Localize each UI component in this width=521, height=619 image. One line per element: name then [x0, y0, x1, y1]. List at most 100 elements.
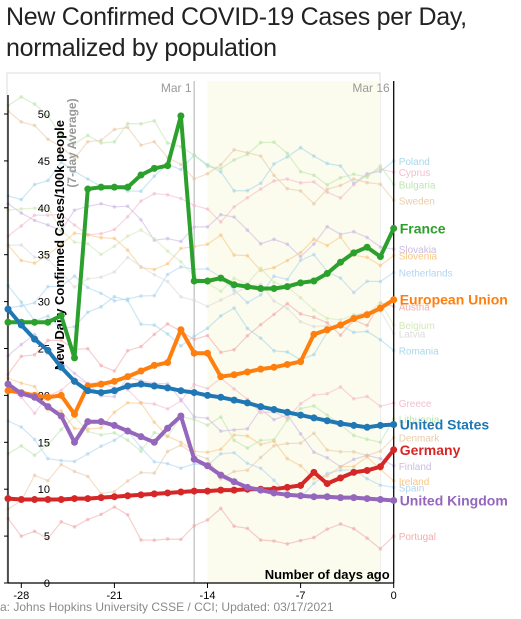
series-point [150, 382, 158, 390]
background-series-point [298, 441, 303, 446]
series-point [257, 284, 265, 292]
series-point [124, 427, 132, 435]
series-point [150, 164, 158, 172]
background-series-point [19, 211, 24, 215]
background-series-point [19, 224, 24, 228]
series-point [230, 478, 238, 486]
series-point [376, 253, 384, 261]
background-series-point [232, 148, 236, 152]
background-series-point [232, 450, 236, 455]
background-series-point [245, 300, 250, 305]
series-point [350, 468, 358, 476]
series-point [177, 387, 185, 395]
background-series-point [152, 293, 157, 298]
background-series-point [19, 95, 24, 99]
background-series-label: Spain [399, 483, 425, 494]
x-tick-label: -7 [296, 590, 306, 602]
background-series-point [59, 458, 63, 463]
series-point [337, 420, 344, 428]
y-tick-label: 15 [38, 437, 50, 449]
background-series-point [46, 257, 50, 261]
series-point [150, 438, 158, 446]
series-point [350, 494, 358, 502]
background-series-point [32, 123, 37, 128]
background-series-point [365, 455, 369, 459]
series-point [4, 387, 12, 395]
background-series-point [59, 242, 63, 247]
background-series-point [298, 258, 303, 263]
background-series-point [245, 150, 250, 155]
background-series-point [179, 265, 183, 269]
background-series-point [46, 213, 50, 218]
background-series-point [325, 190, 330, 194]
background-series-point [72, 231, 77, 235]
background-series-point [298, 463, 303, 468]
background-series-point [152, 323, 157, 327]
background-series-point [112, 294, 117, 299]
background-series-point [165, 193, 170, 197]
background-series-point [378, 182, 383, 187]
series-point [323, 417, 331, 425]
background-series-point [245, 326, 250, 331]
background-series-point [352, 526, 356, 531]
background-series-point [205, 326, 210, 331]
background-series-label: Denmark [399, 434, 441, 445]
background-series-point [59, 359, 63, 364]
background-series-point [352, 182, 356, 187]
background-series-point [32, 352, 37, 357]
background-series-point [245, 461, 250, 466]
series-point [190, 455, 198, 463]
series-point [164, 384, 172, 392]
series-point [31, 335, 39, 343]
background-series-point [86, 233, 90, 237]
background-series-point [32, 102, 37, 106]
background-series-point [112, 431, 117, 435]
background-series-point [99, 363, 103, 368]
background-series-point [272, 162, 276, 166]
background-series-point [312, 477, 316, 481]
background-series-point [378, 338, 383, 342]
background-series-point [325, 527, 330, 531]
chart-title-line-1: New Confirmed COVID-19 Cases per Day, [6, 3, 467, 31]
background-series-point [325, 243, 330, 248]
background-series-point [312, 450, 316, 455]
background-series-point [258, 410, 263, 415]
background-series-point [32, 213, 37, 218]
background-series-point [99, 275, 103, 279]
background-series-line [7, 377, 395, 482]
background-series-point [245, 253, 250, 258]
background-series-point [285, 155, 290, 159]
background-series-point [139, 121, 143, 126]
series-point [376, 463, 384, 471]
background-series-point [285, 441, 290, 446]
background-series-point [219, 233, 223, 237]
background-series-point [338, 522, 343, 526]
series-point [390, 224, 398, 232]
background-series-point [258, 181, 263, 186]
background-series-point [139, 294, 143, 298]
background-series-point [99, 231, 103, 236]
background-series-point [72, 459, 77, 464]
background-series-point [298, 169, 303, 174]
series-point [390, 420, 398, 428]
background-series-point [298, 254, 303, 259]
background-series-point [112, 299, 117, 303]
background-series-point [352, 457, 356, 462]
series-point [57, 363, 65, 371]
background-series-point [59, 462, 63, 467]
background-series-point [112, 489, 117, 494]
series-point [390, 296, 398, 304]
background-series-point [205, 423, 210, 427]
background-series-point [312, 393, 316, 397]
series-point [230, 396, 238, 404]
background-series-point [298, 406, 303, 411]
background-series-point [325, 316, 330, 321]
background-series-point [378, 404, 383, 408]
background-series-point [99, 252, 103, 257]
background-series-point [245, 468, 250, 472]
background-series-point [165, 449, 170, 454]
background-series-point [352, 433, 356, 438]
background-series-point [245, 446, 250, 450]
series-point [204, 462, 211, 470]
background-series-point [99, 512, 103, 517]
